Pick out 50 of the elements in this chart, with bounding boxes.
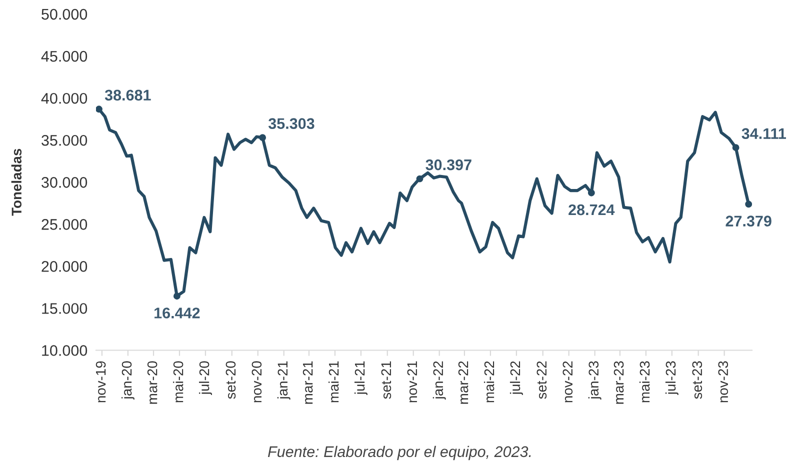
x-tick-label: mar-23 <box>614 361 624 404</box>
y-tick-label: 40.000 <box>41 92 88 104</box>
annotation: 27.379 <box>726 216 772 227</box>
annotation: 28.724 <box>568 204 615 216</box>
y-axis-title: Toneladas <box>11 148 22 216</box>
point <box>588 189 595 196</box>
y-tick-label: 30.000 <box>42 177 88 188</box>
annotation: 35.303 <box>268 118 314 129</box>
x-tick-label: nov-20 <box>252 361 262 402</box>
x-tick-label: jul-23 <box>665 361 678 395</box>
source-note: Fuente: Elaborado por el equipo, 2023. <box>268 446 531 460</box>
x-tick-label: nov-19 <box>96 361 106 402</box>
point <box>745 200 752 208</box>
x-tick-label: mai-20 <box>173 361 184 402</box>
x-tick-label: jul-21 <box>354 361 368 395</box>
x-tick-label: jan-23 <box>588 361 602 400</box>
x-tick-label: jan-21 <box>277 361 290 400</box>
y-tick-label: 35.000 <box>42 134 88 146</box>
y-tick-label: 20.000 <box>42 261 88 272</box>
x-tick-label: set-20 <box>226 361 236 399</box>
x-tick-label: set-21 <box>381 361 392 399</box>
x-tick-label: jul-20 <box>199 361 212 395</box>
x-tick-label: nov-22 <box>562 361 573 402</box>
x-tick-label: mai-23 <box>639 361 650 402</box>
x-tick-label: jul-22 <box>510 361 523 395</box>
x-tick-label: mar-22 <box>458 361 468 404</box>
point <box>96 106 102 113</box>
annotation: 38.681 <box>104 90 151 101</box>
x-tick-label: mai-22 <box>484 361 494 402</box>
annotation: 16.442 <box>154 308 200 318</box>
y-tick-label: 45.000 <box>41 50 88 62</box>
point <box>173 292 180 300</box>
y-tick-label: 15.000 <box>42 303 88 314</box>
point <box>416 175 424 182</box>
x-tick-label: mar-20 <box>147 361 158 404</box>
x-tick-label: mai-21 <box>328 361 339 402</box>
annotation: 30.397 <box>426 159 472 170</box>
point <box>259 134 266 142</box>
y-tick-label: 25.000 <box>42 219 88 230</box>
y-tick-label: 50.000 <box>42 8 88 20</box>
y-tick-label: 10.000 <box>42 345 88 356</box>
x-tick-label: jan-22 <box>432 361 446 400</box>
x-tick-label: nov-21 <box>407 361 418 402</box>
x-tick-label: mar-21 <box>302 361 313 404</box>
x-tick-label: set-22 <box>536 361 547 399</box>
annotation: 34.111 <box>742 128 786 140</box>
x-tick-label: nov-23 <box>718 361 728 402</box>
x-tick-label: jan-20 <box>121 361 134 400</box>
point <box>732 144 740 152</box>
x-tick-label: set-23 <box>692 361 702 399</box>
